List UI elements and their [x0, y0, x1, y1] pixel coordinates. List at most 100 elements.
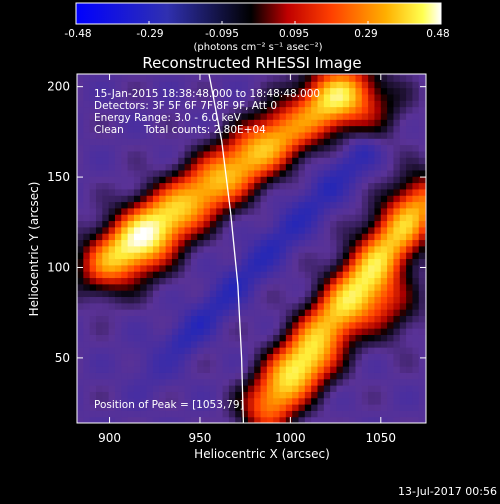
- heatmap-cell: [279, 315, 287, 323]
- heatmap-cell: [317, 296, 325, 304]
- heatmap-cell: [235, 119, 243, 127]
- heatmap-cell: [159, 340, 167, 348]
- heatmap-cell: [254, 347, 262, 354]
- heatmap-cell: [368, 315, 376, 323]
- heatmap-cell: [330, 302, 338, 310]
- heatmap-cell: [133, 404, 141, 411]
- heatmap-cell: [311, 277, 319, 285]
- heatmap-cell: [266, 334, 274, 342]
- heatmap-cell: [108, 315, 116, 323]
- heatmap-cell: [235, 112, 243, 120]
- heatmap-cell: [311, 195, 319, 203]
- heatmap-cell: [190, 74, 198, 82]
- heatmap-cell: [361, 233, 369, 241]
- heatmap-cell: [228, 195, 236, 203]
- heatmap-cell: [146, 119, 154, 127]
- heatmap-cell: [108, 359, 116, 367]
- heatmap-cell: [102, 296, 110, 304]
- heatmap-cell: [368, 163, 376, 171]
- heatmap-cell: [127, 366, 135, 373]
- heatmap-cell: [140, 220, 148, 228]
- heatmap-cell: [342, 81, 350, 89]
- heatmap-cell: [83, 163, 91, 171]
- heatmap-cell: [317, 258, 325, 266]
- heatmap-cell: [121, 182, 129, 190]
- heatmap-cell: [285, 340, 293, 348]
- heatmap-cell: [171, 93, 179, 101]
- heatmap-cell: [380, 81, 388, 89]
- heatmap-cell: [374, 334, 382, 342]
- heatmap-cell: [418, 207, 426, 215]
- heatmap-cell: [140, 201, 148, 209]
- heatmap-cell: [304, 74, 312, 76]
- heatmap-cell: [89, 245, 97, 253]
- heatmap-cell: [247, 410, 255, 418]
- heatmap-cell: [273, 112, 281, 120]
- heatmap-cell: [95, 385, 103, 392]
- heatmap-cell: [108, 347, 116, 354]
- heatmap-cell: [197, 112, 205, 120]
- heatmap-cell: [273, 239, 281, 247]
- heatmap-cell: [266, 397, 274, 405]
- heatmap-cell: [114, 176, 122, 184]
- heatmap-cell: [77, 87, 84, 95]
- heatmap-cell: [178, 283, 186, 291]
- heatmap-cell: [216, 264, 224, 272]
- heatmap-cell: [279, 74, 287, 82]
- heatmap-cell: [285, 125, 293, 133]
- heatmap-cell: [399, 87, 407, 95]
- heatmap-cell: [178, 182, 186, 190]
- heatmap-cell: [165, 353, 173, 361]
- heatmap-cell: [342, 271, 350, 279]
- heatmap-cell: [406, 410, 414, 418]
- heatmap-cell: [273, 157, 281, 165]
- heatmap-cell: [102, 416, 110, 423]
- heatmap-cell: [412, 87, 420, 95]
- heatmap-cell: [254, 138, 262, 146]
- heatmap-cell: [406, 182, 414, 190]
- heatmap-cell: [330, 220, 338, 228]
- heatmap-cell: [292, 182, 300, 190]
- heatmap-cell: [418, 182, 426, 190]
- heatmap-cell: [178, 195, 186, 203]
- heatmap-cell: [190, 195, 198, 203]
- heatmap-cell: [304, 277, 312, 285]
- heatmap-cell: [235, 176, 243, 184]
- heatmap-cell: [216, 277, 224, 285]
- heatmap-cell: [127, 252, 135, 260]
- heatmap-cell: [285, 309, 293, 317]
- heatmap-cell: [83, 131, 91, 139]
- heatmap-cell: [260, 252, 268, 260]
- heatmap-cell: [190, 214, 198, 222]
- heatmap-cell: [292, 74, 300, 82]
- heatmap-cell: [222, 283, 230, 291]
- heatmap-cell: [304, 372, 312, 380]
- heatmap-cell: [197, 264, 205, 272]
- heatmap-cell: [178, 302, 186, 310]
- heatmap-cell: [102, 302, 110, 310]
- heatmap-cell: [222, 290, 230, 298]
- heatmap-cell: [374, 112, 382, 120]
- heatmap-cell: [279, 100, 287, 108]
- heatmap-cell: [171, 87, 179, 95]
- heatmap-cell: [342, 378, 350, 386]
- heatmap-cell: [108, 157, 116, 165]
- heatmap-cell: [235, 353, 243, 361]
- heatmap-cell: [273, 233, 281, 241]
- heatmap-cell: [342, 321, 350, 329]
- heatmap-cell: [241, 391, 249, 399]
- heatmap-cell: [330, 391, 338, 399]
- heatmap-cell: [190, 157, 198, 165]
- heatmap-cell: [165, 372, 173, 380]
- heatmap-cell: [260, 100, 268, 108]
- heatmap-cell: [235, 321, 243, 329]
- heatmap-cell: [102, 112, 110, 120]
- heatmap-cell: [216, 385, 224, 392]
- heatmap-cell: [260, 290, 268, 298]
- heatmap-cell: [266, 169, 274, 177]
- heatmap-cell: [317, 359, 325, 367]
- heatmap-cell: [247, 207, 255, 215]
- heatmap-cell: [140, 106, 148, 114]
- heatmap-cell: [311, 74, 319, 82]
- heatmap-cell: [83, 74, 91, 76]
